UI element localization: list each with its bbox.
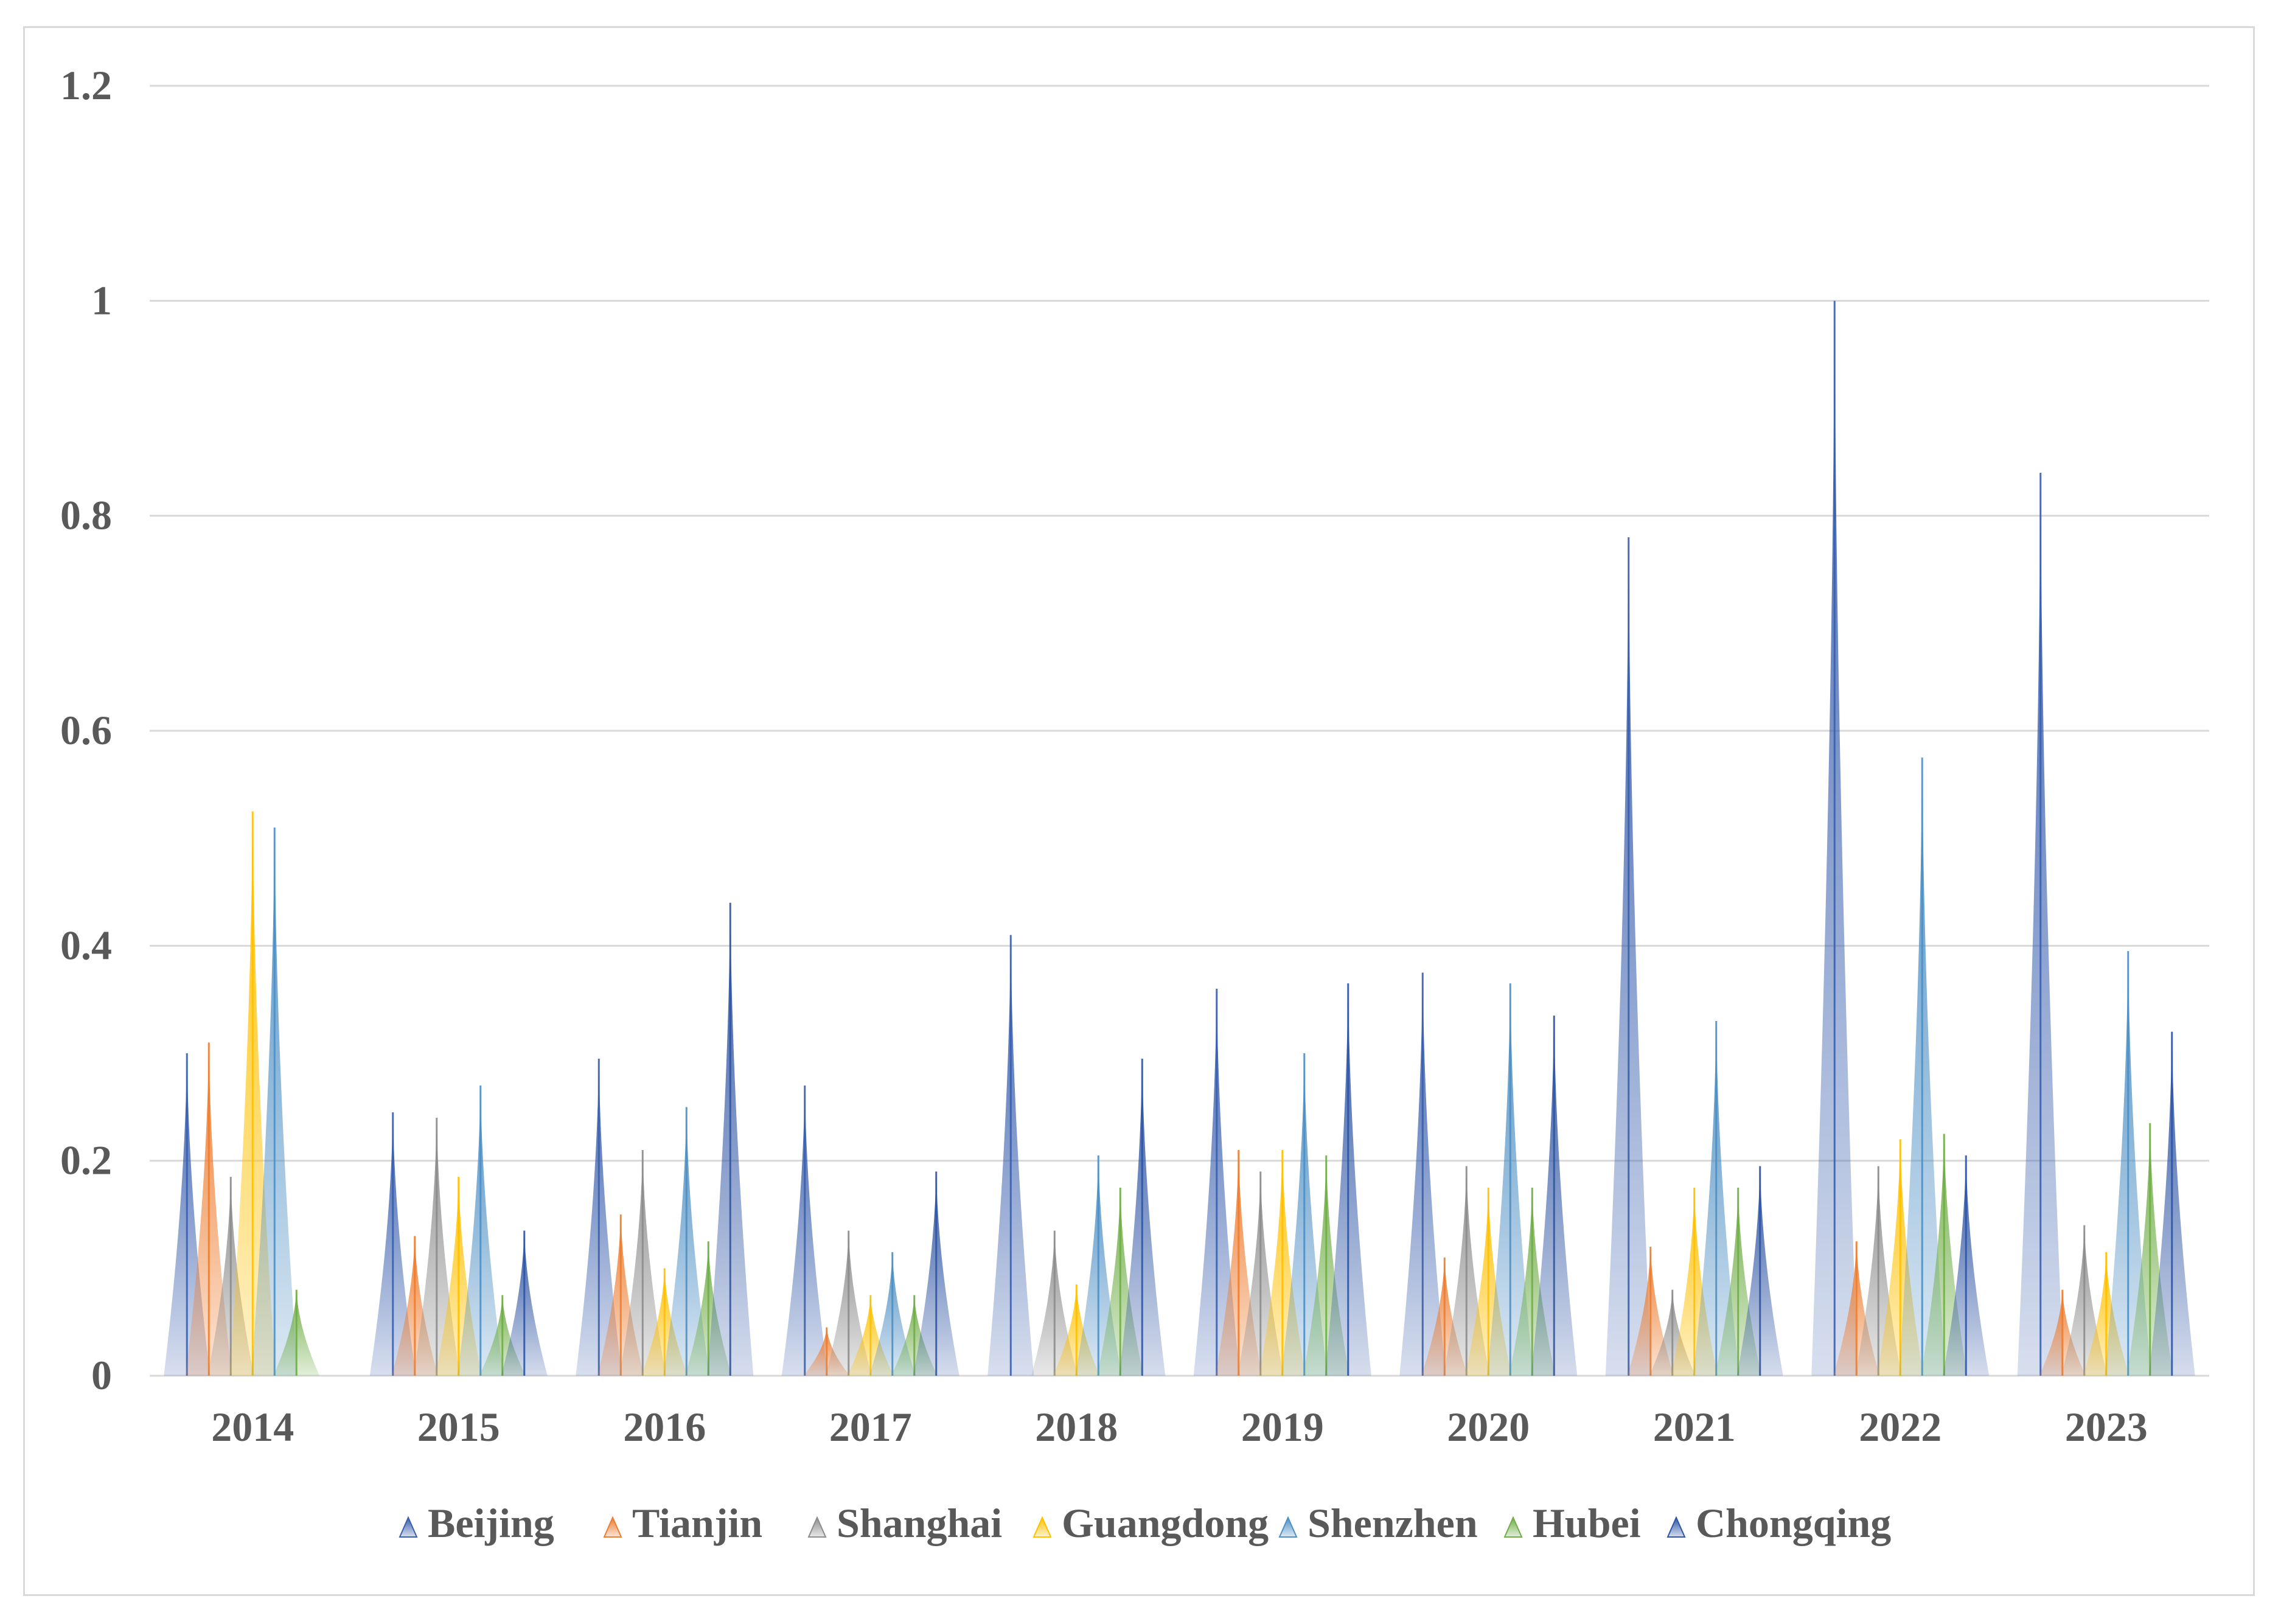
y-tick-label: 0 <box>91 1352 112 1398</box>
legend-label-hubei: Hubei <box>1533 1500 1641 1546</box>
chart-area: 00.20.40.60.811.2 2014 2015 2016 2017 2018 20… <box>60 62 2209 1546</box>
y-tick-label: 0.8 <box>60 492 112 538</box>
data-series <box>164 301 2195 1376</box>
legend-marker-shanghai <box>807 1516 827 1538</box>
x-tick-label: 2018 <box>1035 1404 1118 1450</box>
legend-label-shenzhen: Shenzhen <box>1308 1500 1478 1546</box>
y-tick-label: 1.2 <box>60 62 112 108</box>
x-tick-label: 2015 <box>417 1404 500 1450</box>
legend-marker-tianjin <box>603 1516 622 1538</box>
legend-marker-chongqing <box>1666 1516 1686 1538</box>
y-tick-label: 0.4 <box>60 922 112 968</box>
legend-marker-shenzhen <box>1278 1516 1298 1538</box>
legend: Beijing Tianjin Shanghai Guangdong Shenzhen H… <box>399 1500 1891 1546</box>
x-tick-label: 2020 <box>1447 1404 1530 1450</box>
legend-label-shanghai: Shanghai <box>837 1500 1002 1546</box>
x-tick-label: 2014 <box>211 1404 294 1450</box>
chart-frame: 0 0.2 0.4 0.6 0.8 1 1.2 2014 2015 2016 2017 2018 20… <box>23 26 2255 1596</box>
legend-marker-beijing <box>399 1516 418 1538</box>
x-tick-label: 2019 <box>1241 1404 1324 1450</box>
legend-label-tianjin: Tianjin <box>632 1500 762 1546</box>
y-tick-label: 0.2 <box>60 1137 112 1183</box>
x-tick-label: 2017 <box>829 1404 912 1450</box>
x-axis-labels: 2014 2015 2016 2017 2018 2019 2020 2021 2022 2023 <box>211 1404 2148 1450</box>
x-tick-label: 2023 <box>2065 1404 2148 1450</box>
x-tick-label: 2021 <box>1653 1404 1736 1450</box>
y-tick-label: 0.6 <box>60 707 112 753</box>
x-tick-label: 2022 <box>1859 1404 1941 1450</box>
y-axis-labels: 0 0.2 0.4 0.6 0.8 1 1.2 <box>60 62 112 1398</box>
legend-marker-hubei <box>1503 1516 1523 1538</box>
y-tick-label: 1 <box>91 277 112 323</box>
gridlines <box>150 85 2209 1377</box>
legend-label-chongqing: Chongqing <box>1696 1500 1891 1546</box>
legend-label-beijing: Beijing <box>428 1500 554 1546</box>
x-tick-label: 2016 <box>623 1404 706 1450</box>
legend-marker-guangdong <box>1033 1516 1052 1538</box>
legend-label-guangdong: Guangdong <box>1062 1500 1269 1546</box>
